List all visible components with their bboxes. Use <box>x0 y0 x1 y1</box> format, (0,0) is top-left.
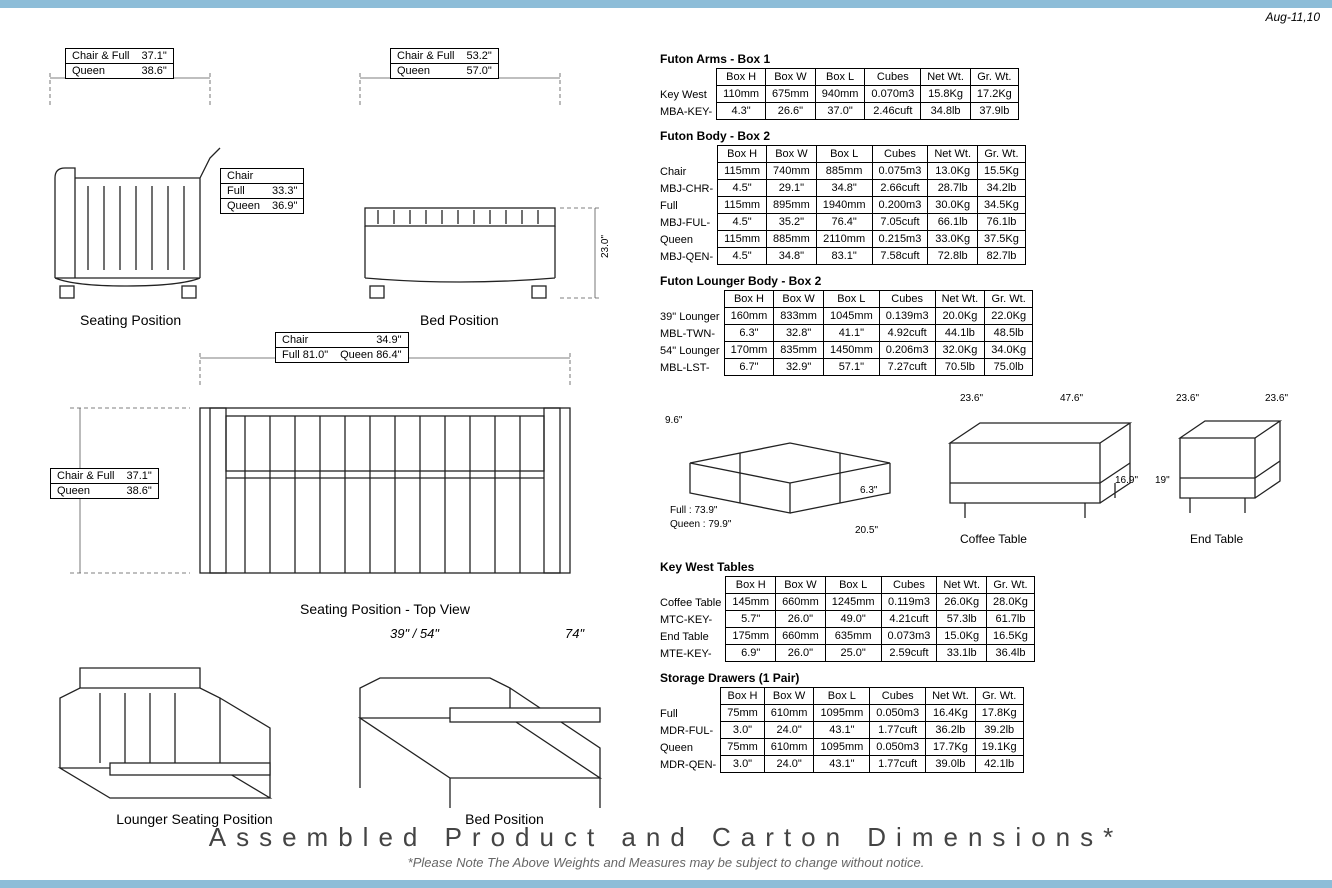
table-row: 6.3"32.8"41.1"4.92cuft44.1lb48.5lb <box>724 325 1033 342</box>
data-table: Box HBox WBox LCubesNet Wt.Gr. Wt.160mm8… <box>724 290 1034 376</box>
svg-text:23.6": 23.6" <box>960 393 983 404</box>
dimbox-bed-top: Chair & Full53.2"Queen57.0" <box>390 48 499 79</box>
table-row: 6.9"26.0"25.0"2.59cuft33.1lb36.4lb <box>726 645 1035 662</box>
table-title: Futon Body - Box 2 <box>660 129 1300 143</box>
table-title: Storage Drawers (1 Pair) <box>660 671 1300 685</box>
table-row: 3.0"24.0"43.1"1.77cuft36.2lb39.2lb <box>721 722 1023 739</box>
table-row: 115mm740mm885mm0.075m313.0Kg15.5Kg <box>718 163 1026 180</box>
row-label: MBL-TWN- <box>660 326 720 343</box>
row-label: MBJ-QEN- <box>660 249 713 266</box>
table-row: 175mm660mm635mm0.073m315.0Kg16.5Kg <box>726 628 1035 645</box>
mid-diagrams-svg: 9.6" 6.3" 20.5" Full : 73.9" Queen : 79.… <box>660 383 1300 553</box>
svg-text:16.9": 16.9" <box>1115 475 1138 486</box>
svg-text:23.6": 23.6" <box>1176 393 1199 404</box>
row-label: Queen <box>660 232 713 249</box>
table-row: 145mm660mm1245mm0.119m326.0Kg28.0Kg <box>726 594 1035 611</box>
dimbox-seating-top: Chair & Full37.1"Queen38.6" <box>65 48 174 79</box>
table-row: 75mm610mm1095mm0.050m316.4Kg17.8Kg <box>721 705 1023 722</box>
svg-text:39" / 54": 39" / 54" <box>390 626 440 641</box>
row-label: Coffee Table <box>660 595 721 612</box>
table-row: 75mm610mm1095mm0.050m317.7Kg19.1Kg <box>721 739 1023 756</box>
table-row: 3.0"24.0"43.1"1.77cuft39.0lb42.1lb <box>721 756 1023 773</box>
row-label: MDR-FUL- <box>660 723 716 740</box>
row-label: End Table <box>660 629 721 646</box>
label-topview: Seating Position - Top View <box>300 601 470 617</box>
table-row: 170mm835mm1450mm0.206m332.0Kg34.0Kg <box>724 342 1033 359</box>
data-table: Box HBox WBox LCubesNet Wt.Gr. Wt.115mm7… <box>717 145 1026 265</box>
table-row: 4.3"26.6"37.0"2.46cuft34.8lb37.9lb <box>717 103 1019 120</box>
row-label: 39" Lounger <box>660 309 720 326</box>
table-row: 110mm675mm940mm0.070m315.8Kg17.2Kg <box>717 86 1019 103</box>
table-row: 160mm833mm1045mm0.139m320.0Kg22.0Kg <box>724 308 1033 325</box>
label-bed: Bed Position <box>420 312 499 328</box>
row-label: Key West <box>660 87 712 104</box>
dimbox-topview-top: Chair34.9"Full 81.0"Queen 86.4" <box>275 332 409 363</box>
table-row: 5.7"26.0"49.0"4.21cuft57.3lb61.7lb <box>726 611 1035 628</box>
table-title: Key West Tables <box>660 560 1300 574</box>
footer: Assembled Product and Carton Dimensions*… <box>0 822 1332 870</box>
bottom-accent-bar <box>0 880 1332 888</box>
dimbox-topview-side: Chair & Full37.1"Queen38.6" <box>50 468 159 499</box>
svg-text:Full : 73.9": Full : 73.9" <box>670 505 718 516</box>
diagram-panel: 23.0" Chair & Full37.1"Queen38.6" Chair … <box>20 48 640 321</box>
table-row: 115mm885mm2110mm0.215m333.0Kg37.5Kg <box>718 231 1026 248</box>
table-row: 4.5"35.2"76.4"7.05cuft66.1lb76.1lb <box>718 214 1026 231</box>
row-label: MTE-KEY- <box>660 646 721 663</box>
row-label: Full <box>660 198 713 215</box>
svg-text:Queen : 79.9": Queen : 79.9" <box>670 519 732 530</box>
data-table: Box HBox WBox LCubesNet Wt.Gr. Wt.110mm6… <box>716 68 1019 120</box>
svg-text:20.5": 20.5" <box>855 525 878 536</box>
table-row: 115mm895mm1940mm0.200m330.0Kg34.5Kg <box>718 197 1026 214</box>
svg-text:23.0": 23.0" <box>600 235 611 258</box>
svg-text:Coffee Table: Coffee Table <box>960 532 1027 546</box>
svg-text:19": 19" <box>1155 475 1170 486</box>
row-label: Chair <box>660 164 713 181</box>
top-accent-bar <box>0 0 1332 8</box>
row-label: MBJ-FUL- <box>660 215 713 232</box>
table-row: 4.5"34.8"83.1"7.58cuft72.8lb82.7lb <box>718 248 1026 265</box>
row-label: 54" Lounger <box>660 343 720 360</box>
row-label: Full <box>660 706 716 723</box>
data-table: Box HBox WBox LCubesNet Wt.Gr. Wt.75mm61… <box>720 687 1023 773</box>
svg-text:74": 74" <box>565 626 585 641</box>
table-title: Futon Lounger Body - Box 2 <box>660 274 1300 288</box>
svg-text:23.6": 23.6" <box>1265 393 1288 404</box>
row-label: MBL-LST- <box>660 360 720 377</box>
lounger-views-svg: 39" / 54" 74" <box>20 618 640 818</box>
side-views-svg: 23.0" <box>20 48 640 318</box>
footer-note: *Please Note The Above Weights and Measu… <box>0 855 1332 870</box>
dimbox-seating-side: ChairFull33.3"Queen36.9" <box>220 168 304 214</box>
row-label: Queen <box>660 740 716 757</box>
svg-text:47.6": 47.6" <box>1060 393 1083 404</box>
table-title: Futon Arms - Box 1 <box>660 52 1300 66</box>
row-label: MBJ-CHR- <box>660 181 713 198</box>
table-row: 4.5"29.1"34.8"2.66cuft28.7lb34.2lb <box>718 180 1026 197</box>
svg-text:End Table: End Table <box>1190 532 1243 546</box>
row-label: MTC-KEY- <box>660 612 721 629</box>
row-label: MBA-KEY- <box>660 104 712 121</box>
label-seating: Seating Position <box>80 312 181 328</box>
tables-panel: Futon Arms - Box 1Key WestMBA-KEY-Box HB… <box>660 48 1300 774</box>
svg-text:6.3": 6.3" <box>860 485 878 496</box>
row-label: MDR-QEN- <box>660 757 716 774</box>
footer-title: Assembled Product and Carton Dimensions* <box>0 822 1332 853</box>
data-table: Box HBox WBox LCubesNet Wt.Gr. Wt.145mm6… <box>725 576 1035 662</box>
table-row: 6.7"32.9"57.1"7.27cuft70.5lb75.0lb <box>724 359 1033 376</box>
svg-text:9.6": 9.6" <box>665 415 683 426</box>
